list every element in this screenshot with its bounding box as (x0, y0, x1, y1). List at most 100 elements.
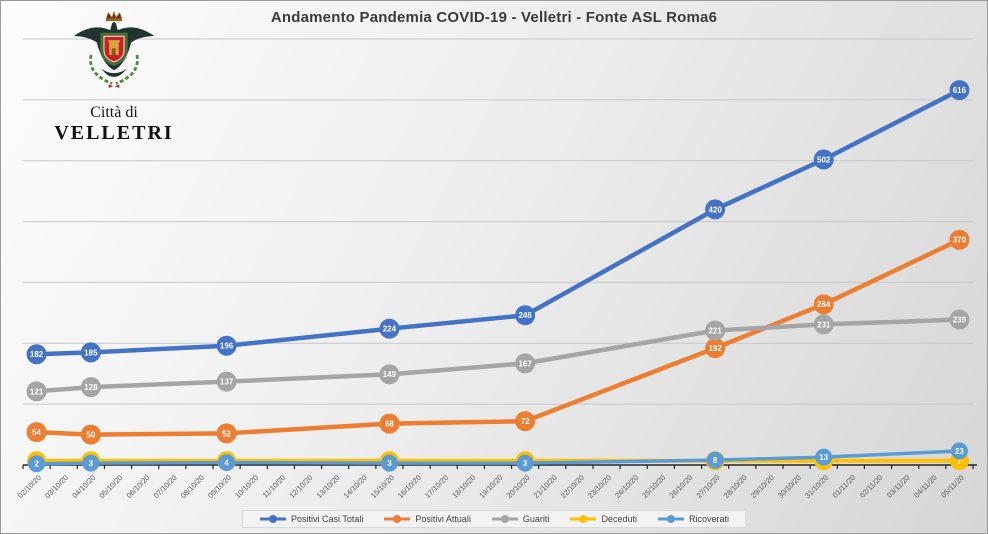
x-axis-label: 18/10/20 (450, 473, 477, 500)
data-point-marker-positivi-attuali (515, 411, 536, 432)
x-axis-label: 04/11/20 (912, 473, 939, 500)
data-point-marker-positivi-attuali (813, 294, 834, 315)
x-axis-label: 26/10/20 (667, 473, 694, 500)
data-point-label-positivi-casi-totali: 616 (953, 86, 967, 95)
legend-item: Deceduti (569, 514, 637, 524)
legend-item: Guariti (491, 514, 550, 524)
data-point-label-positivi-casi-totali: 246 (518, 311, 532, 320)
legend-label: Guariti (522, 514, 550, 524)
data-point-label-ricoverati: 2 (34, 460, 39, 469)
x-axis-label: 16/10/20 (396, 473, 423, 500)
data-point-label-guariti: 128 (84, 383, 98, 392)
data-point-marker-positivi-attuali (379, 413, 400, 434)
data-point-label-positivi-casi-totali: 502 (817, 155, 831, 164)
x-axis-label: 06/10/20 (125, 473, 152, 500)
legend-marker-icon (384, 515, 411, 523)
x-axis-label: 07/10/20 (152, 473, 179, 500)
x-axis-label: 03/11/20 (885, 473, 912, 500)
x-axis-label: 19/10/20 (477, 473, 504, 500)
page-title: Andamento Pandemia COVID-19 - Velletri -… (270, 9, 718, 26)
chart-legend: Positivi Casi Totali Positivi Attuali Guar… (242, 510, 746, 528)
data-point-marker-positivi-casi-totali (216, 335, 237, 356)
data-point-label-positivi-attuali: 54 (32, 428, 41, 437)
data-point-label-positivi-attuali: 192 (708, 344, 722, 353)
data-point-label-guariti: 239 (953, 315, 967, 324)
series-line-positivi-attuali (34, 237, 962, 437)
data-point-label-positivi-attuali: 264 (817, 300, 831, 309)
data-point-label-guariti: 137 (220, 378, 234, 387)
x-axis-label: 01/11/20 (831, 473, 858, 500)
data-point-label-guariti: 121 (30, 387, 44, 396)
legend-label: Deceduti (601, 514, 637, 524)
legend-label: Positivi Casi Totali (291, 514, 364, 524)
data-point-label-positivi-attuali: 68 (385, 420, 394, 429)
data-point-marker-positivi-casi-totali (379, 318, 400, 339)
x-axis-label: 15/10/20 (369, 473, 396, 500)
series-line-positivi-casi-totali (34, 87, 962, 357)
data-point-label-guariti: 221 (708, 326, 722, 335)
x-axis-label: 05/11/20 (939, 473, 966, 500)
data-point-marker-positivi-casi-totali (813, 149, 834, 170)
data-point-label-guariti: 149 (383, 370, 397, 379)
data-point-label-positivi-attuali: 72 (521, 417, 530, 426)
data-point-label-positivi-casi-totali: 420 (708, 205, 722, 214)
x-axis-label: 11/10/20 (261, 473, 288, 500)
x-axis-label: 08/10/20 (179, 473, 206, 500)
x-axis-label: 02/10/20 (16, 473, 43, 500)
legend-label: Ricoverati (688, 514, 729, 524)
data-point-marker-guariti (949, 309, 970, 330)
series-line-guariti (34, 317, 962, 394)
x-axis-label: 28/10/20 (722, 473, 749, 500)
x-axis-label: 30/10/20 (776, 473, 803, 500)
logo-city-line: Città di (90, 104, 138, 121)
data-point-label-positivi-attuali: 52 (222, 429, 231, 438)
logo-city-name: VELLETRI (54, 122, 174, 144)
data-point-marker-guariti (80, 377, 101, 398)
data-point-label-ricoverati: 3 (89, 459, 94, 468)
data-point-marker-ricoverati (815, 448, 833, 466)
data-point-marker-positivi-casi-totali (515, 305, 536, 326)
data-point-label-positivi-attuali: 50 (86, 430, 95, 439)
legend-item: Ricoverati (657, 514, 729, 524)
data-point-marker-guariti (379, 364, 400, 385)
x-axis-label: 31/10/20 (803, 473, 830, 500)
x-axis-label: 22/10/20 (559, 473, 586, 500)
data-point-label-ricoverati: 13 (819, 453, 828, 462)
data-point-marker-guariti (515, 353, 536, 374)
legend-marker-icon (570, 515, 597, 523)
x-axis-label: 29/10/20 (749, 473, 776, 500)
series-line-ricoverati (34, 449, 962, 466)
data-point-marker-positivi-attuali (705, 338, 726, 359)
data-point-marker-positivi-attuali (949, 229, 970, 250)
data-point-label-ricoverati: 3 (523, 459, 528, 468)
x-axis-label: 05/10/20 (97, 473, 124, 500)
data-point-marker-positivi-attuali (80, 424, 101, 445)
x-axis-label: 02/11/20 (858, 473, 885, 500)
legend-marker-icon (260, 515, 287, 523)
city-logo: Città di VELLETRI (29, 10, 199, 145)
x-axis-label: 14/10/20 (342, 473, 369, 500)
data-point-label-guariti: 231 (817, 320, 831, 329)
data-point-marker-ricoverati (218, 454, 236, 472)
legend-marker-icon (491, 515, 518, 523)
data-point-label-positivi-attuali: 370 (953, 236, 967, 245)
x-axis-label: 09/10/20 (206, 473, 233, 500)
coat-of-arms-icon (73, 10, 155, 89)
x-axis-label: 24/10/20 (613, 473, 640, 500)
x-axis-label: 13/10/20 (315, 473, 342, 500)
data-point-marker-ricoverati (380, 454, 398, 472)
data-point-label-ricoverati: 8 (713, 456, 718, 465)
data-point-marker-guariti (216, 371, 237, 392)
data-point-label-ricoverati: 23 (955, 447, 964, 456)
data-point-marker-ricoverati (516, 454, 534, 472)
data-point-label-guariti: 167 (518, 359, 532, 368)
data-point-label-ricoverati: 3 (387, 459, 392, 468)
data-point-marker-positivi-attuali (216, 423, 237, 444)
x-axis-label: 12/10/20 (287, 473, 314, 500)
data-point-marker-ricoverati (82, 454, 100, 472)
data-point-marker-positivi-casi-totali (705, 199, 726, 220)
data-point-marker-positivi-casi-totali (80, 342, 101, 363)
data-point-marker-ricoverati (706, 451, 724, 469)
